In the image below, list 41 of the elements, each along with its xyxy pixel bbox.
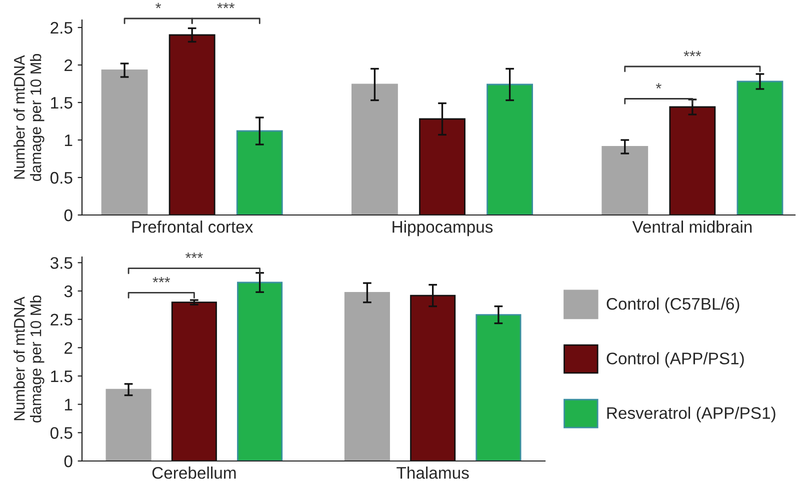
bar (171, 302, 217, 461)
bar (476, 314, 522, 461)
y-tick-label: 0.5 (50, 427, 72, 439)
text: *** (217, 2, 235, 8)
bar (236, 130, 283, 215)
y-tick-label: 0 (64, 209, 72, 222)
x-tick-label: Ventral midbrain (632, 220, 752, 233)
bar (344, 292, 390, 461)
y-tick-label: 2.5 (50, 22, 72, 34)
y-tick-label: 2 (64, 342, 72, 354)
y-tick-label: 0 (64, 455, 72, 468)
bar (486, 84, 534, 215)
legend-label: Control (C57BL/6) (606, 298, 740, 314)
y-tick-label: 3.5 (50, 257, 72, 269)
legend-label: Control (APP/PS1) (606, 352, 744, 368)
y-tick-label: 1 (64, 398, 72, 410)
bar (351, 84, 398, 215)
y-tick-label: 1 (64, 134, 72, 146)
y-axis-title: Number of mtDNA damage per 10 Mb (14, 54, 44, 181)
y-tick-label: 0.5 (50, 172, 72, 184)
bar (237, 282, 283, 461)
bar (736, 80, 784, 215)
legend-label: Resveratrol (APP/PS1) (607, 406, 776, 422)
annotation: *** (684, 50, 702, 56)
y-axis-title: Number of mtDNA damage per 10 Mb (14, 296, 44, 422)
x-tick-label: Hippocampus (392, 220, 493, 236)
text: * (156, 2, 162, 8)
x-tick-label: Cerebellum (152, 466, 236, 479)
bar (106, 388, 152, 461)
x-tick-label: Prefrontal cortex (132, 220, 254, 233)
y-tick-label: 2 (64, 59, 72, 72)
y-tick-label: 3 (64, 285, 72, 298)
bar (101, 70, 148, 215)
y-tick-label: 2.5 (50, 314, 72, 326)
annotation: *** (185, 252, 203, 258)
annotation: * (656, 83, 662, 88)
annotation: *** (152, 276, 170, 282)
y-tick-label: 1.5 (51, 370, 72, 382)
bar (602, 146, 648, 215)
x-tick-label: Thalamus (396, 466, 469, 479)
y-tick-label: 1.5 (51, 97, 72, 109)
